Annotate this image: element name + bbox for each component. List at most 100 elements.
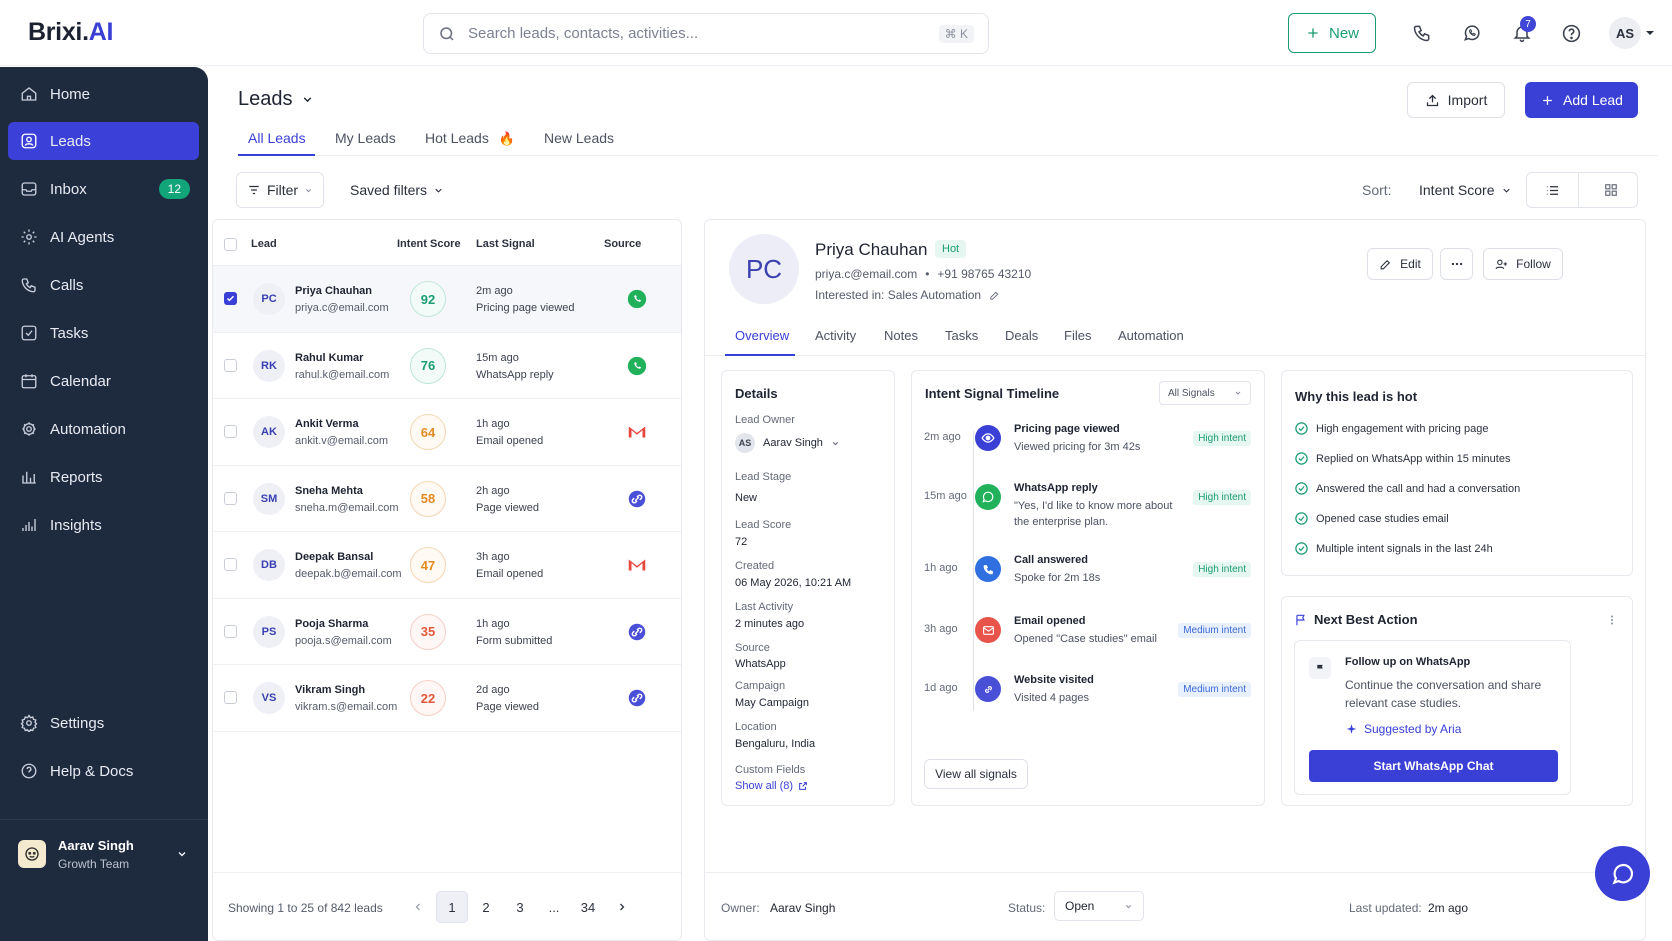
tab-notes[interactable]: Notes <box>884 328 918 343</box>
chevron-down-icon[interactable] <box>1645 28 1655 38</box>
lead-name[interactable]: Ankit Verma <box>295 418 359 430</box>
tab-deals[interactable]: Deals <box>1005 328 1039 343</box>
more-vertical-icon[interactable] <box>1606 614 1618 626</box>
view-all-signals-button[interactable]: View all signals <box>924 759 1028 789</box>
global-search[interactable]: Search leads, contacts, activities... ⌘ … <box>423 13 989 54</box>
list-view-icon[interactable] <box>1527 173 1580 207</box>
select-all-checkbox[interactable] <box>224 238 237 251</box>
sidebar-item-calls[interactable]: Calls <box>8 266 199 304</box>
table-row[interactable]: RK Rahul Kumar rahul.k@email.com 76 15m ago W… <box>213 333 681 399</box>
signal-filter-dropdown[interactable]: All Signals <box>1159 381 1251 405</box>
sidebar-item-inbox[interactable]: Inbox 12 <box>8 170 199 208</box>
page-3[interactable]: 3 <box>516 899 524 915</box>
timeline-desc: Spoke for 2m 18s <box>1014 572 1101 584</box>
new-button[interactable]: New <box>1288 13 1376 53</box>
prev-page-icon[interactable] <box>402 891 434 923</box>
brand-logo[interactable]: Brixi.AI <box>28 18 114 46</box>
lead-avatar: SM <box>253 482 285 515</box>
sidebar-item-ai-agents[interactable]: AI Agents <box>8 218 199 256</box>
user-name: Aarav Singh <box>58 837 134 853</box>
tab-automation[interactable]: Automation <box>1118 328 1184 343</box>
phone-icon[interactable] <box>1409 20 1435 46</box>
pagination-summary: Showing 1 to 25 of 842 leads <box>228 901 383 915</box>
show-all-link[interactable]: Show all (8) <box>735 780 808 792</box>
sidebar-item-calendar[interactable]: Calendar <box>8 362 199 400</box>
table-row[interactable]: SM Sneha Mehta sneha.m@email.com 58 2h ago Pa… <box>213 466 681 532</box>
settings-icon <box>19 713 39 733</box>
owner-select[interactable]: AS Aarav Singh <box>735 433 840 453</box>
tab-activity[interactable]: Activity <box>815 328 857 343</box>
page-title[interactable]: Leads <box>238 88 314 111</box>
row-checkbox[interactable] <box>224 691 237 704</box>
tab-new-leads[interactable]: New Leads <box>544 130 615 146</box>
add-lead-button[interactable]: Add Lead <box>1525 82 1638 118</box>
help-icon[interactable] <box>1558 20 1584 46</box>
lead-name[interactable]: Sneha Mehta <box>295 484 363 497</box>
timeline-line <box>973 431 974 711</box>
tab-files[interactable]: Files <box>1064 328 1092 343</box>
table-row[interactable]: AK Ankit Verma ankit.v@email.com 64 1h ago Em… <box>213 399 681 466</box>
saved-filters-dropdown[interactable]: Saved filters <box>350 172 444 208</box>
search-input[interactable]: Search leads, contacts, activities... <box>468 25 699 42</box>
col-lead[interactable]: Lead <box>251 238 277 250</box>
row-checkbox[interactable] <box>224 358 237 372</box>
page-2[interactable]: 2 <box>482 899 490 915</box>
edit-button[interactable]: Edit <box>1367 248 1433 280</box>
lead-name[interactable]: Deepak Bansal <box>295 551 374 563</box>
filter-button[interactable]: Filter <box>236 172 324 208</box>
tab-tasks[interactable]: Tasks <box>945 328 979 343</box>
chevron-down-icon <box>1234 389 1242 397</box>
sort-dropdown[interactable]: Intent Score <box>1419 172 1512 208</box>
lead-name[interactable]: Priya Chauhan <box>295 285 373 297</box>
user-avatar[interactable]: AS <box>1609 17 1641 49</box>
lead-name[interactable]: Vikram Singh <box>295 684 366 696</box>
lead-detail-panel: PC Priya Chauhan Hot priya.c@email.com • +… <box>704 219 1646 941</box>
grid-view-icon[interactable] <box>1585 173 1637 207</box>
sidebar-item-reports[interactable]: Reports <box>8 458 199 496</box>
table-row[interactable]: VS Vikram Singh vikram.s@email.com 22 2d ago… <box>213 665 681 732</box>
sidebar-item-help[interactable]: Help & Docs <box>8 752 199 790</box>
import-button[interactable]: Import <box>1407 82 1505 118</box>
intent-score: 92 <box>410 281 446 317</box>
more-options-icon[interactable] <box>1440 248 1473 280</box>
page-1[interactable]: 1 <box>436 891 468 923</box>
next-page-icon[interactable] <box>606 891 638 923</box>
whatsapp-icon[interactable] <box>1459 20 1485 46</box>
sidebar-item-insights[interactable]: Insights <box>8 506 199 544</box>
start-whatsapp-chat-button[interactable]: Start WhatsApp Chat <box>1309 750 1558 782</box>
sidebar-item-leads[interactable]: Leads <box>8 122 199 160</box>
tab-hot-leads[interactable]: Hot Leads 🔥 <box>425 130 515 146</box>
page-34[interactable]: 34 <box>580 899 596 915</box>
table-row[interactable]: DB Deepak Bansal deepak.b@email.com 47 3h ag… <box>213 532 681 599</box>
row-checkbox[interactable] <box>224 624 237 638</box>
table-row[interactable]: PC Priya Chauhan priya.c@email.com 92 2m ago… <box>213 266 681 333</box>
timeline-desc: Visited 4 pages <box>1014 692 1090 704</box>
follow-button[interactable]: Follow <box>1483 248 1563 280</box>
sidebar-item-tasks[interactable]: Tasks <box>8 314 199 352</box>
sidebar-user-card[interactable]: Aarav Singh Growth Team <box>18 829 188 879</box>
chevron-down-icon[interactable] <box>176 848 188 860</box>
status-dropdown[interactable]: Open <box>1054 891 1144 921</box>
chat-fab[interactable] <box>1595 846 1650 901</box>
col-last-signal[interactable]: Last Signal <box>476 238 535 250</box>
col-intent-score[interactable]: Intent Score <box>397 238 461 250</box>
lead-phone[interactable]: +91 98765 43210 <box>937 267 1032 281</box>
lead-email[interactable]: priya.c@email.com <box>815 267 918 281</box>
lead-name[interactable]: Pooja Sharma <box>295 617 369 630</box>
main-content: Leads Import Add Lead All Leads My Leads… <box>208 67 1672 941</box>
sidebar-item-automation[interactable]: Automation <box>8 410 199 448</box>
col-source[interactable]: Source <box>604 238 642 250</box>
row-checkbox[interactable] <box>224 292 237 305</box>
sidebar-item-settings[interactable]: Settings <box>8 704 199 742</box>
tab-overview[interactable]: Overview <box>735 328 790 343</box>
lead-name[interactable]: Rahul Kumar <box>295 351 364 364</box>
pencil-icon[interactable] <box>989 290 1000 301</box>
tab-all-leads[interactable]: All Leads <box>248 130 306 146</box>
table-row[interactable]: PS Pooja Sharma pooja.s@email.com 35 1h ago F… <box>213 599 681 665</box>
row-checkbox[interactable] <box>224 425 237 438</box>
tab-my-leads[interactable]: My Leads <box>335 130 396 146</box>
row-checkbox[interactable] <box>224 558 237 571</box>
row-checkbox[interactable] <box>224 491 237 505</box>
sparkle-icon <box>1345 723 1358 736</box>
sidebar-item-home[interactable]: Home <box>8 75 199 113</box>
